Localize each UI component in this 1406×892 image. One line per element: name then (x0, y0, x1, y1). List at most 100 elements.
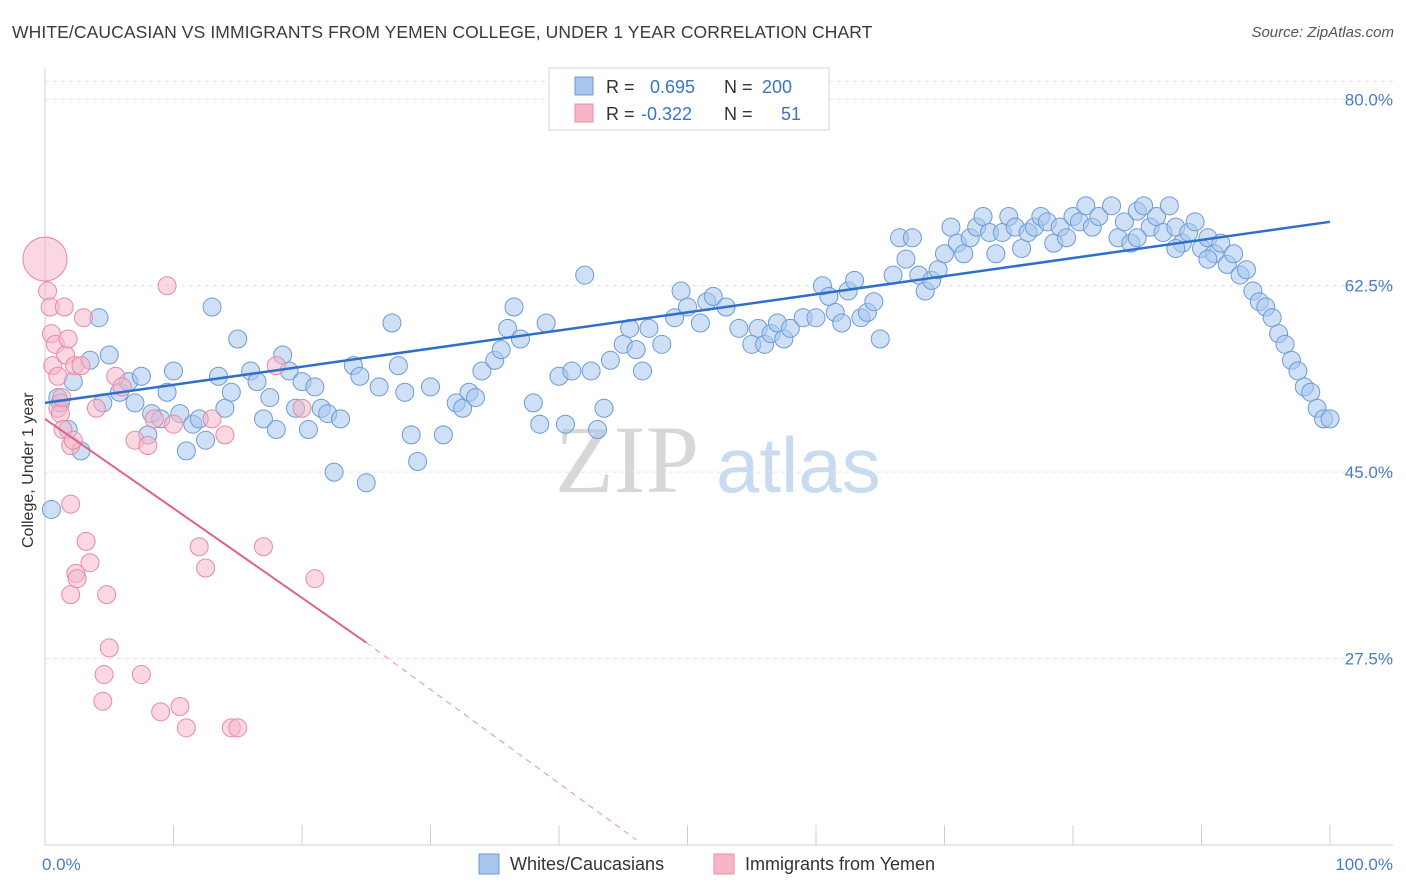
point-whites-17 (157, 382, 177, 402)
legend-r-value-1: 0.695 (650, 77, 695, 97)
trend-lines (44, 220, 1331, 841)
point-whites-58 (465, 388, 485, 408)
point-yemen-35 (144, 409, 164, 429)
point-whites-167 (1262, 308, 1282, 328)
point-whites-139 (1076, 196, 1096, 216)
x-tick-label-end: 100.0% (1335, 855, 1393, 874)
point-whites-65 (523, 393, 543, 413)
point-whites-0 (41, 499, 61, 519)
point-yemen-15 (61, 494, 81, 514)
series-yemen-points (22, 236, 325, 738)
point-whites-96 (780, 318, 800, 338)
point-whites-52 (408, 452, 428, 471)
point-whites-28 (228, 329, 248, 349)
trend-line-whites (44, 220, 1331, 405)
point-whites-72 (581, 361, 601, 381)
point-whites-13 (131, 366, 151, 386)
point-whites-70 (562, 361, 582, 381)
point-yemen-6 (48, 366, 68, 386)
trend-line-yemen-extension (365, 642, 637, 841)
point-whites-64 (510, 329, 530, 349)
point-whites-63 (504, 297, 524, 317)
point-whites-98 (806, 308, 826, 328)
point-yemen-26 (93, 691, 113, 711)
point-whites-20 (176, 441, 196, 461)
trend-line-yemen (44, 418, 367, 644)
point-whites-69 (555, 414, 575, 434)
axes (44, 68, 1393, 846)
watermark-zip: ZIP (555, 406, 699, 513)
point-whites-129 (1012, 238, 1032, 258)
point-whites-12 (125, 393, 145, 413)
point-whites-33 (266, 420, 286, 440)
point-whites-155 (1185, 212, 1205, 232)
point-yemen-9 (52, 388, 72, 408)
point-whites-48 (382, 313, 402, 333)
legend-n-value-2: 51 (781, 104, 801, 124)
point-whites-117 (935, 244, 954, 264)
point-yemen-36 (151, 702, 171, 722)
point-whites-61 (491, 340, 511, 360)
point-whites-163 (1236, 260, 1256, 280)
point-whites-49 (388, 356, 408, 376)
bottom-legend-label-whites: Whites/Caucasians (510, 854, 664, 874)
point-yemen-50 (305, 569, 325, 589)
point-whites-142 (1102, 196, 1122, 216)
point-yemen-27 (94, 665, 114, 685)
point-yemen-20 (67, 569, 87, 589)
point-whites-24 (202, 297, 222, 317)
bottom-legend-swatch-yemen (713, 853, 735, 875)
point-whites-31 (253, 409, 273, 429)
legend-r-label-1: R = (606, 77, 635, 97)
point-whites-9 (99, 345, 119, 365)
point-yemen-1 (38, 281, 58, 301)
y-tick-label-1: 45.0% (1345, 463, 1393, 482)
point-yemen-0 (22, 236, 68, 282)
point-whites-111 (896, 249, 916, 269)
point-whites-54 (433, 425, 453, 445)
y-tick-labels: 27.5% 45.0% 62.5% 80.0% (1345, 90, 1393, 668)
point-yemen-38 (164, 414, 183, 434)
legend-swatch-yemen (574, 103, 594, 123)
point-whites-171 (1288, 361, 1308, 381)
series-whites-points (41, 196, 1340, 519)
point-whites-102 (832, 313, 852, 333)
point-whites-23 (196, 430, 216, 450)
source-credit: Source: ZipAtlas.com (1251, 24, 1394, 41)
point-whites-169 (1275, 334, 1295, 354)
point-yemen-25 (86, 398, 106, 418)
point-whites-176 (1320, 409, 1340, 429)
point-whites-39 (305, 377, 325, 397)
legend-n-label-1: N = (724, 77, 753, 97)
point-whites-144 (1114, 212, 1134, 232)
point-whites-43 (331, 409, 351, 429)
point-yemen-43 (202, 409, 222, 429)
point-whites-47 (369, 377, 389, 397)
point-whites-112 (902, 228, 922, 248)
point-whites-66 (530, 414, 550, 434)
point-whites-75 (600, 350, 620, 370)
point-whites-118 (941, 217, 961, 237)
point-yemen-24 (80, 553, 100, 573)
point-yemen-11 (54, 297, 74, 317)
point-whites-74 (594, 398, 614, 418)
point-whites-136 (1057, 228, 1077, 248)
point-whites-32 (260, 388, 280, 408)
point-whites-51 (401, 425, 421, 445)
point-whites-50 (395, 382, 415, 402)
x-tick-label-start: 0.0% (42, 855, 81, 874)
chart-title: WHITE/CAUCASIAN VS IMMIGRANTS FROM YEMEN… (12, 22, 873, 42)
point-yemen-29 (99, 638, 119, 658)
point-yemen-22 (74, 308, 94, 328)
point-whites-71 (575, 265, 595, 285)
point-yemen-42 (196, 558, 216, 578)
point-whites-151 (1159, 196, 1179, 216)
point-whites-59 (472, 361, 492, 381)
bottom-legend: Whites/Caucasians Immigrants from Yemen (478, 853, 935, 875)
point-whites-81 (652, 334, 672, 354)
point-yemen-46 (228, 718, 248, 738)
point-whites-25 (208, 366, 228, 386)
watermark-atlas: atlas (716, 421, 881, 509)
y-tick-label-2: 62.5% (1345, 277, 1393, 296)
